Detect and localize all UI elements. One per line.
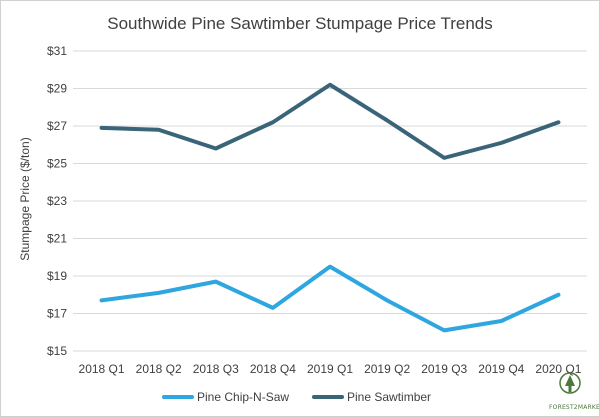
grid-lines: [73, 50, 587, 352]
chart-title: Southwide Pine Sawtimber Stumpage Price …: [107, 14, 493, 33]
series-lines: [99, 82, 561, 333]
y-axis-label: Stumpage Price ($/ton): [18, 137, 32, 260]
x-tick-label: 2018 Q3: [193, 362, 239, 376]
x-tick-label: 2018 Q4: [250, 362, 296, 376]
y-axis-ticks: $15 $17 $19 $21 $23 $25 $27 $29 $31: [47, 44, 67, 358]
forest2market-logo: FOREST2MARKET: [549, 372, 600, 411]
y-tick-label: $15: [47, 344, 67, 358]
x-tick-label: 2019 Q2: [364, 362, 410, 376]
y-tick-label: $19: [47, 269, 67, 283]
y-tick-label: $25: [47, 157, 67, 171]
y-tick-label: $31: [47, 44, 67, 58]
legend-label: Pine Sawtimber: [347, 390, 431, 404]
x-tick-label: 2018 Q2: [136, 362, 182, 376]
y-tick-label: $29: [47, 82, 67, 96]
x-tick-label: 2019 Q1: [307, 362, 353, 376]
y-tick-label: $17: [47, 307, 67, 321]
x-axis-ticks: 2018 Q1 2018 Q2 2018 Q3 2018 Q4 2019 Q1 2019 …: [79, 362, 582, 376]
x-tick-label: 2019 Q4: [478, 362, 524, 376]
y-tick-label: $23: [47, 194, 67, 208]
y-tick-label: $27: [47, 119, 67, 133]
y-tick-label: $21: [47, 232, 67, 246]
logo-text: FOREST2MARKET: [549, 404, 600, 411]
series-line-1: [99, 82, 561, 160]
tree-logo-icon: [559, 372, 581, 394]
x-tick-label: 2019 Q3: [421, 362, 467, 376]
legend-label: Pine Chip-N-Saw: [197, 390, 289, 404]
x-tick-label: 2018 Q1: [79, 362, 125, 376]
legend: Pine Chip-N-Saw Pine Sawtimber: [162, 390, 431, 404]
